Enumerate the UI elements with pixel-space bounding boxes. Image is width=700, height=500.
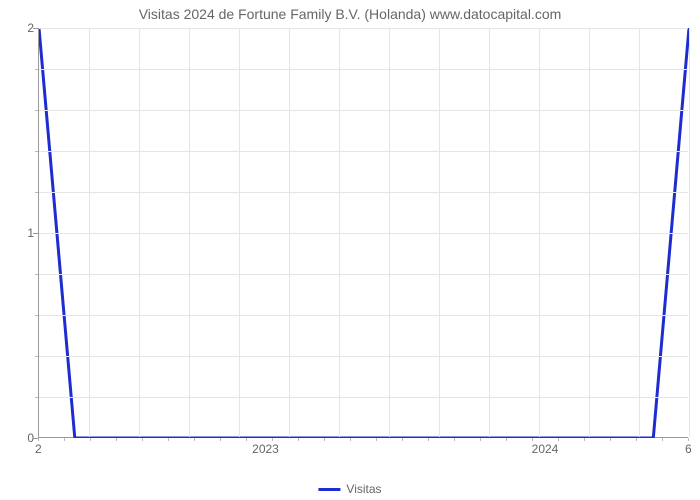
y-minor-tick xyxy=(35,192,38,193)
x-minor-tick xyxy=(636,438,637,441)
x-minor-tick xyxy=(558,438,559,441)
grid-h xyxy=(39,233,688,234)
x-minor-tick xyxy=(532,438,533,441)
y-tick-mark xyxy=(33,28,38,29)
x-minor-tick xyxy=(38,438,39,441)
grid-h-minor xyxy=(39,110,688,111)
x-minor-tick xyxy=(662,438,663,441)
grid-h-minor xyxy=(39,356,688,357)
x-minor-tick xyxy=(376,438,377,441)
y-minor-tick xyxy=(35,274,38,275)
legend: Visitas xyxy=(318,482,381,496)
x-minor-tick xyxy=(142,438,143,441)
y-minor-tick xyxy=(35,69,38,70)
x-minor-tick xyxy=(610,438,611,441)
x-minor-tick xyxy=(272,438,273,441)
x-minor-tick xyxy=(246,438,247,441)
y-minor-tick xyxy=(35,315,38,316)
chart-title: Visitas 2024 de Fortune Family B.V. (Hol… xyxy=(0,6,700,22)
x-minor-tick xyxy=(454,438,455,441)
x-tick-label: 2023 xyxy=(252,442,279,456)
grid-h-minor xyxy=(39,69,688,70)
x-tick-label: 2024 xyxy=(532,442,559,456)
y-minor-tick xyxy=(35,356,38,357)
x-minor-tick xyxy=(90,438,91,441)
x-minor-tick xyxy=(480,438,481,441)
legend-label: Visitas xyxy=(346,482,381,496)
plot-area xyxy=(38,28,688,438)
chart-container: Visitas 2024 de Fortune Family B.V. (Hol… xyxy=(0,0,700,500)
grid-v xyxy=(689,28,690,437)
grid-h-minor xyxy=(39,151,688,152)
x-minor-tick xyxy=(116,438,117,441)
legend-swatch xyxy=(318,488,340,491)
x-minor-tick xyxy=(298,438,299,441)
x-minor-tick xyxy=(194,438,195,441)
y-tick-mark xyxy=(33,233,38,234)
x-minor-tick xyxy=(350,438,351,441)
x-minor-tick xyxy=(428,438,429,441)
x-minor-tick xyxy=(584,438,585,441)
grid-h xyxy=(39,28,688,29)
grid-h-minor xyxy=(39,192,688,193)
x-minor-tick xyxy=(220,438,221,441)
grid-h-minor xyxy=(39,397,688,398)
grid-h-minor xyxy=(39,315,688,316)
x-minor-tick xyxy=(688,438,689,441)
y-minor-tick xyxy=(35,110,38,111)
x-minor-tick xyxy=(506,438,507,441)
x-minor-tick xyxy=(402,438,403,441)
y-minor-tick xyxy=(35,397,38,398)
grid-h-minor xyxy=(39,274,688,275)
x-minor-tick xyxy=(168,438,169,441)
x-edge-label-left: 2 xyxy=(35,442,42,456)
x-minor-tick xyxy=(64,438,65,441)
x-edge-label-right: 6 xyxy=(685,442,692,456)
y-minor-tick xyxy=(35,151,38,152)
x-minor-tick xyxy=(324,438,325,441)
